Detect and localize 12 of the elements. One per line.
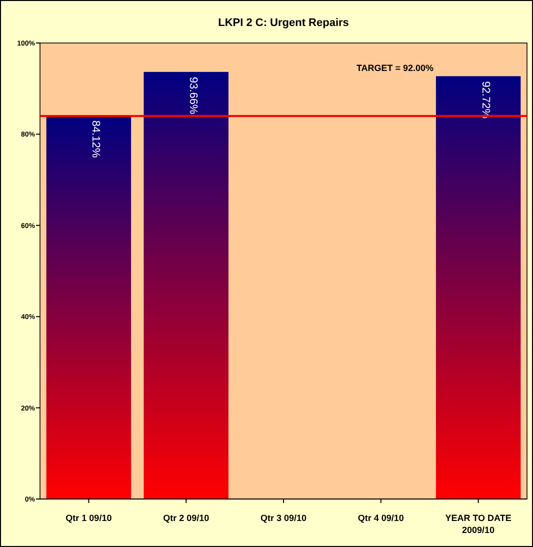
x-tick-label: Qtr 1 09/10 (66, 513, 112, 523)
x-tick-label: Qtr 3 09/10 (260, 513, 307, 523)
data-label: 93.66% (187, 76, 200, 114)
bar (144, 72, 228, 499)
bar (436, 76, 521, 499)
x-tick-label: Qtr 2 09/10 (163, 513, 210, 523)
data-label: 84.12% (90, 120, 102, 158)
x-tick-label: YEAR TO DATE 2009/10 (445, 513, 512, 535)
annotation: TARGET = 92.00% (356, 63, 434, 73)
bar (46, 115, 132, 499)
x-tick-label: Qtr 4 09/10 (358, 513, 404, 523)
chart-title: LKPI 2 C: Urgent Repairs (218, 17, 349, 29)
